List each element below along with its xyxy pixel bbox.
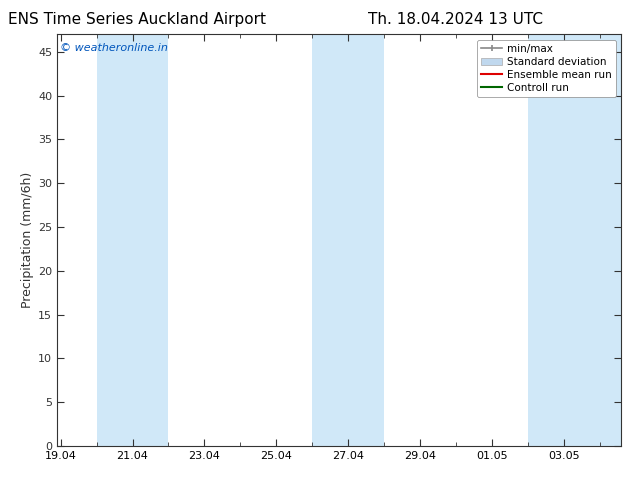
Bar (312, 34, 384, 446)
Bar (528, 34, 621, 446)
Bar (96, 34, 169, 446)
Text: © weatheronline.in: © weatheronline.in (60, 43, 168, 52)
Y-axis label: Precipitation (mm/6h): Precipitation (mm/6h) (21, 172, 34, 308)
Text: ENS Time Series Auckland Airport: ENS Time Series Auckland Airport (8, 12, 266, 27)
Text: Th. 18.04.2024 13 UTC: Th. 18.04.2024 13 UTC (368, 12, 543, 27)
Legend: min/max, Standard deviation, Ensemble mean run, Controll run: min/max, Standard deviation, Ensemble me… (477, 40, 616, 97)
